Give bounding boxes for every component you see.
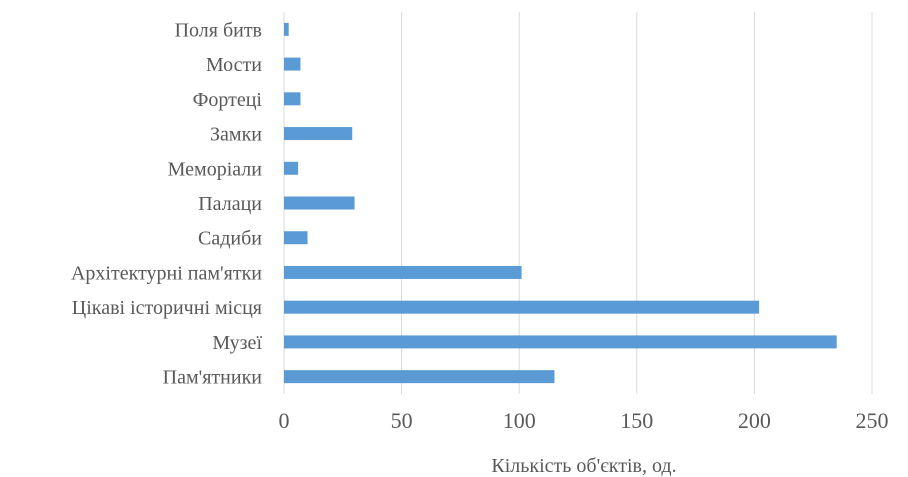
- bar-9: [284, 335, 837, 349]
- bar-layer: [284, 22, 837, 384]
- category-label: Пам'ятники: [163, 367, 263, 389]
- x-tick-label: 150: [620, 408, 653, 433]
- category-label: Фортеці: [193, 89, 263, 111]
- bar-7: [284, 265, 522, 279]
- x-tick-label: 100: [503, 408, 536, 433]
- x-tick-label: 250: [856, 408, 889, 433]
- category-label: Садиби: [198, 228, 262, 250]
- category-label: Поля битв: [175, 19, 262, 41]
- category-label: Палаци: [198, 193, 262, 215]
- bar-5: [284, 196, 355, 210]
- x-tick-labels: 0 50 100 150 200 250: [279, 408, 889, 433]
- category-label: Архітектурні пам'ятки: [71, 262, 262, 284]
- x-tick-label: 50: [391, 408, 413, 433]
- x-tick-label: 0: [279, 408, 290, 433]
- bar-3: [284, 127, 353, 141]
- bar-6: [284, 231, 308, 245]
- category-label: Цікаві історичні місця: [72, 297, 262, 319]
- bar-10: [284, 370, 555, 384]
- x-tick-label: 200: [738, 408, 771, 433]
- category-label: Музеї: [212, 332, 262, 354]
- category-label: Мости: [206, 54, 262, 76]
- category-label: Замки: [210, 124, 262, 146]
- bar-2: [284, 92, 301, 106]
- x-axis-title: Кількість об'єктів, од.: [491, 455, 676, 477]
- grid-layer: [283, 12, 873, 394]
- bar-8: [284, 300, 760, 314]
- category-labels: Поля битв Мости Фортеці Замки Меморіали Палац…: [71, 19, 262, 388]
- bar-0: [284, 22, 289, 36]
- bar-4: [284, 161, 299, 175]
- bar-1: [284, 57, 301, 71]
- category-label: Меморіали: [168, 158, 263, 180]
